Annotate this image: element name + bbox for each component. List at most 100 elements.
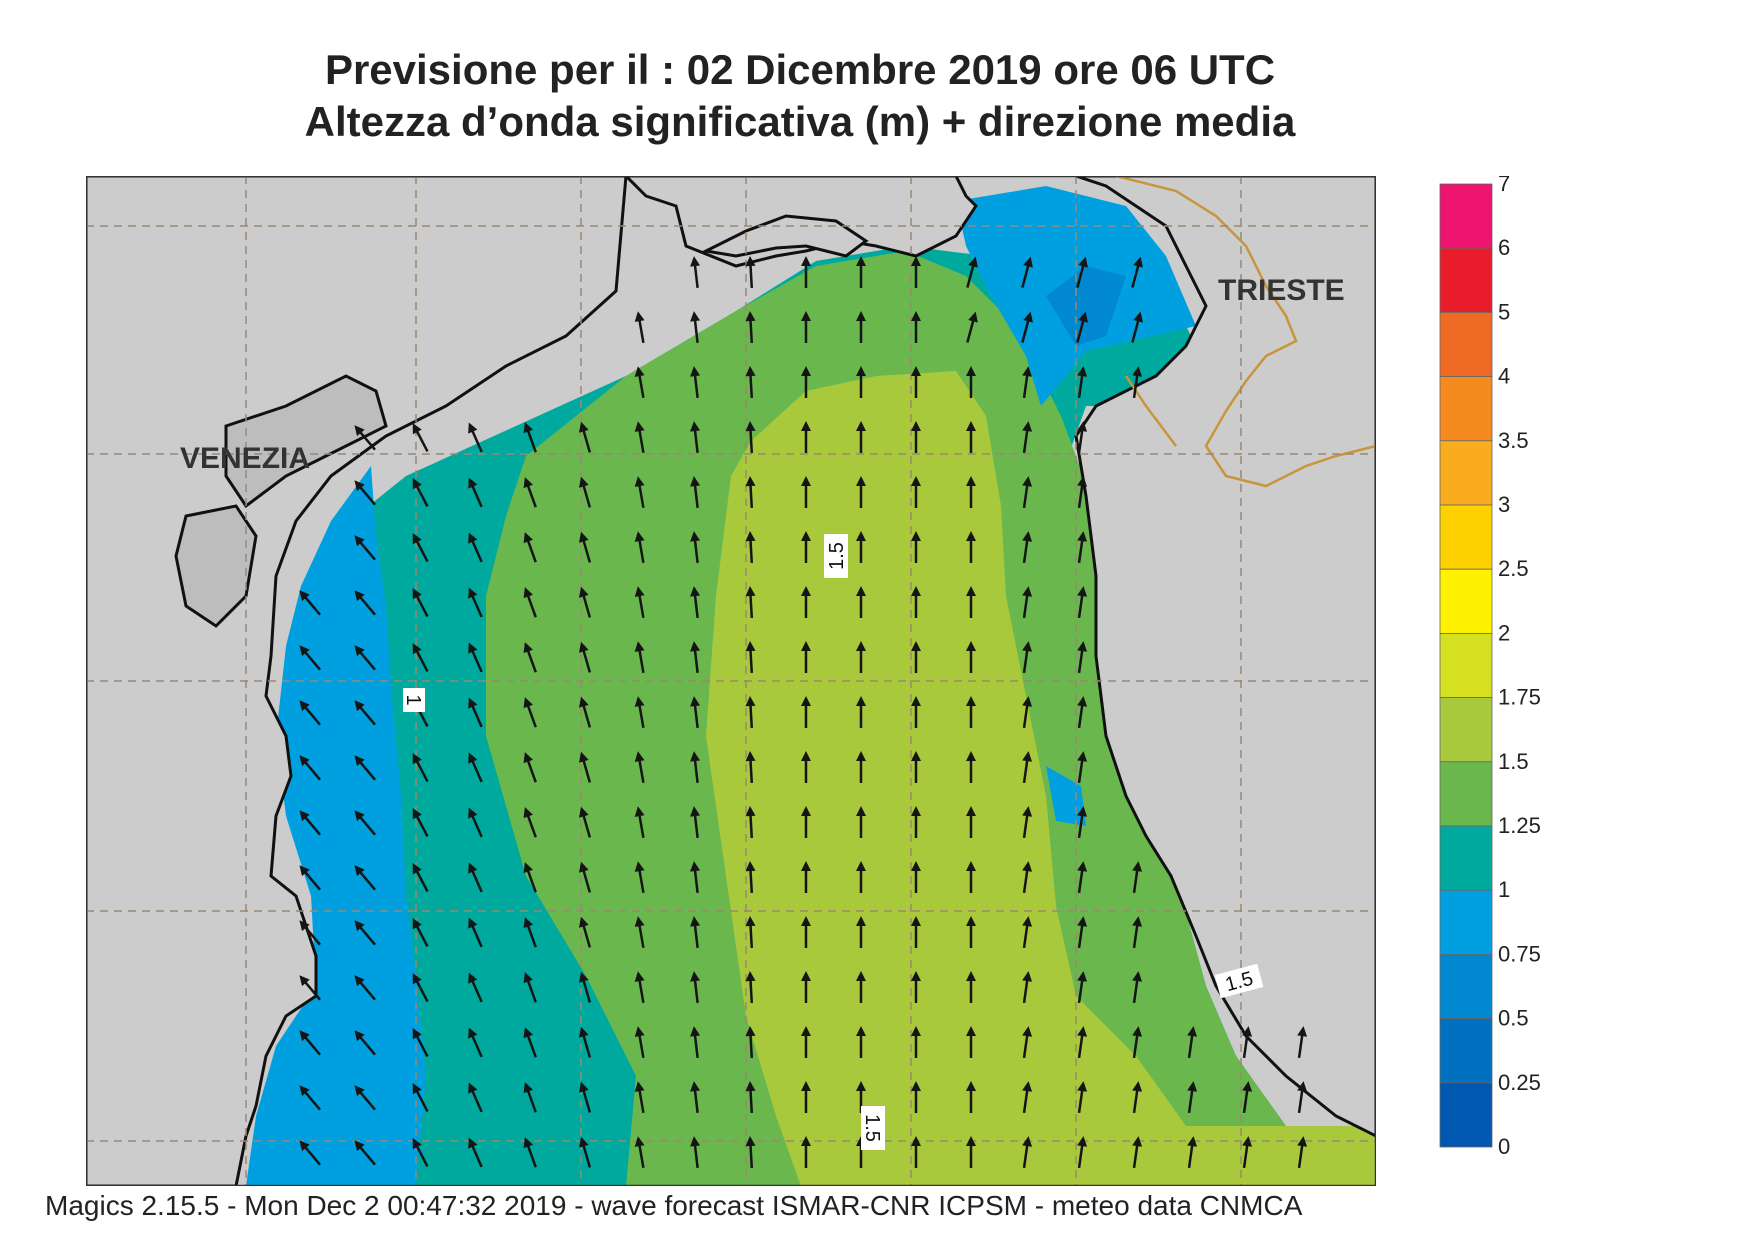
direction-arrow [299, 1140, 321, 1166]
direction-arrow [634, 1026, 645, 1059]
direction-arrow [856, 366, 866, 398]
direction-arrow [578, 1026, 592, 1058]
direction-arrow [911, 971, 921, 1003]
direction-arrow [801, 586, 811, 618]
direction-arrow [690, 1136, 701, 1169]
direction-arrow [1077, 366, 1088, 399]
direction-arrow [745, 751, 756, 784]
direction-arrow [911, 256, 921, 288]
direction-arrow [745, 1081, 756, 1114]
direction-arrow [966, 641, 976, 673]
direction-arrow [1297, 1026, 1308, 1059]
direction-arrow [523, 697, 537, 728]
direction-arrow [299, 700, 321, 726]
direction-arrow [745, 366, 756, 399]
direction-arrow [966, 806, 976, 838]
map-subtitle: Altezza d’onda significativa (m) + direz… [304, 98, 1296, 145]
direction-arrow [412, 423, 429, 452]
map-title: Previsione per il : 02 Dicembre 2019 ore… [324, 46, 1276, 93]
direction-arrow [578, 806, 592, 838]
legend-label: 1 [1498, 877, 1510, 902]
direction-arrow [745, 696, 756, 729]
direction-arrow [354, 755, 376, 781]
direction-arrow [1021, 311, 1033, 343]
direction-arrow [468, 587, 483, 618]
direction-arrow [1077, 531, 1088, 564]
direction-arrow [468, 532, 483, 563]
legend-swatch [1439, 183, 1493, 249]
direction-arrow [690, 531, 701, 564]
direction-arrow [634, 916, 645, 949]
direction-arrow [745, 916, 756, 949]
direction-arrow [690, 806, 701, 839]
direction-arrow [1022, 1026, 1033, 1059]
direction-arrow [1077, 586, 1088, 619]
direction-arrow [911, 641, 921, 673]
legend-swatch [1439, 632, 1493, 698]
footer-credits: Magics 2.15.5 - Mon Dec 2 00:47:32 2019 … [45, 1190, 1303, 1221]
color-legend: 7 6 5 4 3.5 3 2.5 2 1.75 1.5 1.25 1 0.75 0.5 0.25 0 [1439, 176, 1541, 1156]
legend-label: 0 [1498, 1134, 1510, 1156]
direction-arrow [1077, 1136, 1088, 1169]
direction-arrow [412, 1083, 429, 1112]
direction-arrow [690, 586, 701, 619]
direction-arrow [801, 476, 811, 508]
direction-arrow [745, 586, 756, 619]
direction-arrow [412, 1138, 429, 1167]
direction-arrow [1077, 1026, 1088, 1059]
direction-arrow [966, 531, 976, 563]
coast-west [86, 176, 628, 1186]
legend-swatch [1439, 504, 1493, 570]
direction-arrow [468, 477, 483, 508]
direction-arrow [801, 1081, 811, 1113]
direction-arrow [634, 476, 645, 509]
direction-arrow [1132, 366, 1143, 399]
direction-arrow [578, 586, 592, 618]
direction-arrow [1022, 751, 1033, 784]
direction-arrow [801, 421, 811, 453]
direction-arrow [299, 810, 321, 836]
direction-arrow [634, 696, 645, 729]
direction-arrow [1076, 311, 1088, 343]
direction-arrow [911, 531, 921, 563]
direction-arrow [634, 311, 645, 344]
direction-arrow [745, 971, 756, 1004]
direction-arrow [856, 531, 866, 563]
legend-swatch [1439, 440, 1493, 506]
direction-arrow [412, 1028, 429, 1057]
wave-band-1-5 [706, 371, 1376, 1186]
direction-arrow [966, 861, 976, 893]
direction-arrow [911, 366, 921, 398]
direction-arrow [1242, 1081, 1253, 1114]
direction-arrow [801, 366, 811, 398]
direction-arrow [801, 1026, 811, 1058]
direction-arrow [966, 1136, 976, 1168]
direction-arrow [299, 590, 321, 616]
wave-height-map: 1 1.5 1.5 1.5 VENEZIA TRIESTE [86, 176, 1376, 1186]
direction-arrow [856, 476, 866, 508]
direction-arrow [856, 256, 866, 288]
direction-arrow [634, 971, 645, 1004]
direction-arrow [1187, 1081, 1198, 1114]
direction-arrow [299, 755, 321, 781]
direction-arrow [1077, 696, 1088, 729]
direction-arrow [468, 642, 483, 673]
direction-arrow [911, 806, 921, 838]
legend-swatch [1439, 1082, 1493, 1148]
direction-arrow [1297, 1081, 1308, 1114]
direction-arrow [690, 1081, 701, 1114]
direction-arrow [966, 916, 976, 948]
direction-arrow [966, 971, 976, 1003]
direction-arrow [634, 421, 645, 454]
direction-arrow [468, 422, 483, 453]
direction-arrow [690, 311, 701, 344]
direction-arrow [354, 975, 376, 1001]
direction-arrow [412, 918, 429, 947]
direction-arrow [911, 1136, 921, 1168]
direction-arrow [911, 751, 921, 783]
direction-arrow [468, 807, 483, 838]
direction-arrow [1022, 531, 1033, 564]
direction-arrow [745, 1026, 756, 1059]
direction-arrow [634, 641, 645, 674]
city-label-trieste: TRIESTE [1218, 274, 1345, 307]
